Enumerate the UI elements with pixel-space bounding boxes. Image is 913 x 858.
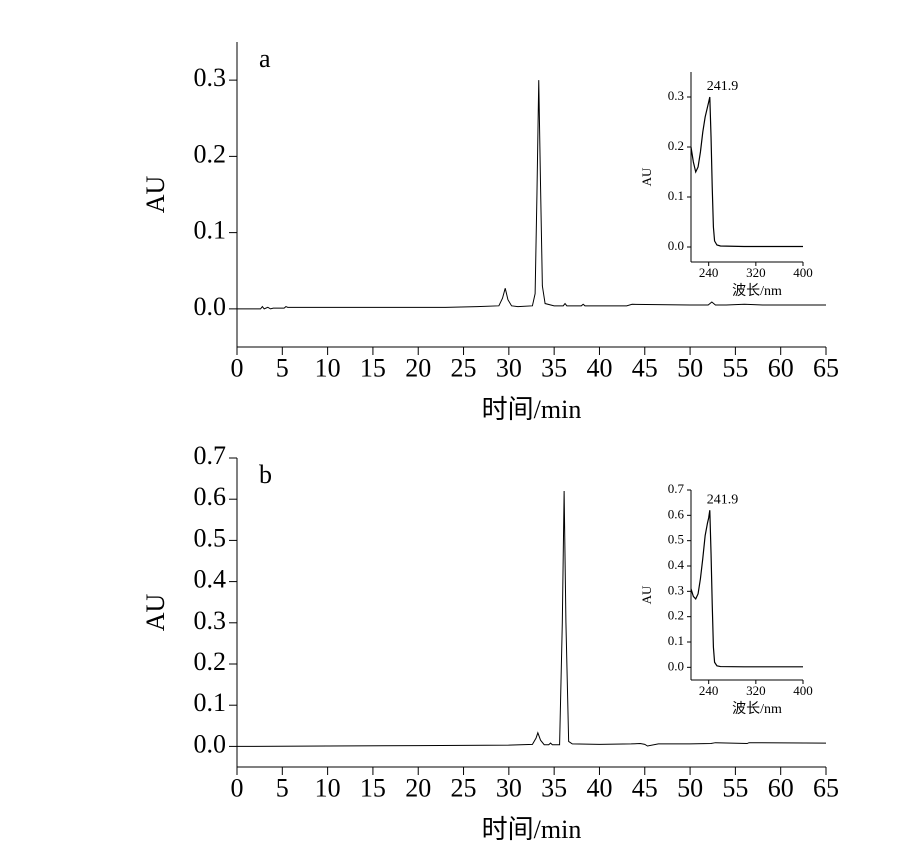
x-tick-label: 45 — [632, 354, 658, 383]
panel-label: a — [259, 44, 271, 73]
line-series — [236, 490, 827, 747]
x-tick-label: 40 — [586, 774, 612, 803]
y-tick-label: 0.2 — [668, 138, 684, 153]
x-tick-label: 240 — [699, 265, 719, 280]
x-tick-label: 50 — [677, 774, 703, 803]
x-tick-label: 65 — [813, 354, 839, 383]
y-tick-label: 0.0 — [194, 292, 227, 321]
y-tick-label: 0.7 — [194, 441, 227, 470]
y-tick-label: 0.0 — [194, 729, 227, 758]
x-tick-label: 60 — [768, 354, 794, 383]
x-tick-label: 35 — [541, 354, 567, 383]
x-tick-label: 50 — [677, 354, 703, 383]
x-tick-label: 400 — [793, 265, 813, 280]
y-tick-label: 0.5 — [668, 532, 684, 547]
y-tick-label: 0.1 — [668, 633, 684, 648]
y-tick-label: 0.3 — [194, 606, 227, 635]
x-tick-label: 400 — [793, 683, 813, 698]
x-tick-label: 0 — [231, 354, 244, 383]
x-tick-label: 40 — [586, 354, 612, 383]
panel-label: b — [259, 460, 272, 489]
x-tick-label: 55 — [722, 354, 748, 383]
y-tick-label: 0.4 — [668, 557, 685, 572]
x-tick-label: 15 — [360, 354, 386, 383]
x-axis-label: 波长/nm — [732, 701, 782, 717]
x-tick-label: 30 — [496, 774, 522, 803]
y-tick-label: 0.6 — [194, 482, 227, 511]
x-tick-label: 10 — [315, 774, 341, 803]
x-tick-label: 25 — [451, 774, 477, 803]
y-tick-label: 0.1 — [194, 216, 227, 245]
x-tick-label: 320 — [746, 265, 766, 280]
y-tick-label: 0.2 — [194, 647, 227, 676]
x-axis-label: 波长/nm — [732, 283, 782, 299]
y-tick-label: 0.5 — [194, 523, 227, 552]
line-series — [237, 80, 826, 310]
y-tick-label: 0.0 — [668, 658, 684, 673]
y-tick-label: 0.0 — [668, 238, 684, 253]
x-tick-label: 35 — [541, 774, 567, 803]
x-tick-label: 30 — [496, 354, 522, 383]
peak-annotation: 241.9 — [707, 79, 739, 94]
x-tick-label: 240 — [699, 683, 719, 698]
y-axis-label: AU — [141, 176, 170, 214]
y-tick-label: 0.1 — [194, 688, 227, 717]
line-series — [690, 510, 803, 668]
y-tick-label: 0.4 — [194, 565, 227, 594]
peak-annotation: 241.9 — [707, 492, 739, 507]
y-axis-label: AU — [639, 167, 654, 186]
y-tick-label: 0.3 — [668, 88, 684, 103]
x-tick-label: 20 — [405, 354, 431, 383]
y-axis-label: AU — [639, 585, 654, 604]
y-tick-label: 0.3 — [668, 582, 684, 597]
x-tick-label: 25 — [451, 354, 477, 383]
x-tick-label: 45 — [632, 774, 658, 803]
x-tick-label: 55 — [722, 774, 748, 803]
x-axis-label: 时间/min — [482, 815, 582, 844]
x-tick-label: 65 — [813, 774, 839, 803]
y-tick-label: 0.7 — [668, 481, 685, 496]
x-tick-label: 10 — [315, 354, 341, 383]
x-axis-label: 时间/min — [482, 395, 582, 424]
y-tick-label: 0.2 — [668, 608, 684, 623]
y-tick-label: 0.3 — [194, 63, 227, 92]
x-tick-label: 5 — [276, 774, 289, 803]
x-tick-label: 320 — [746, 683, 766, 698]
y-tick-label: 0.2 — [194, 139, 227, 168]
x-tick-label: 0 — [231, 774, 244, 803]
y-tick-label: 0.6 — [668, 506, 685, 521]
x-tick-label: 15 — [360, 774, 386, 803]
x-tick-label: 5 — [276, 354, 289, 383]
y-tick-label: 0.1 — [668, 188, 684, 203]
line-series — [690, 96, 803, 248]
x-tick-label: 60 — [768, 774, 794, 803]
y-axis-label: AU — [141, 594, 170, 632]
x-tick-label: 20 — [405, 774, 431, 803]
